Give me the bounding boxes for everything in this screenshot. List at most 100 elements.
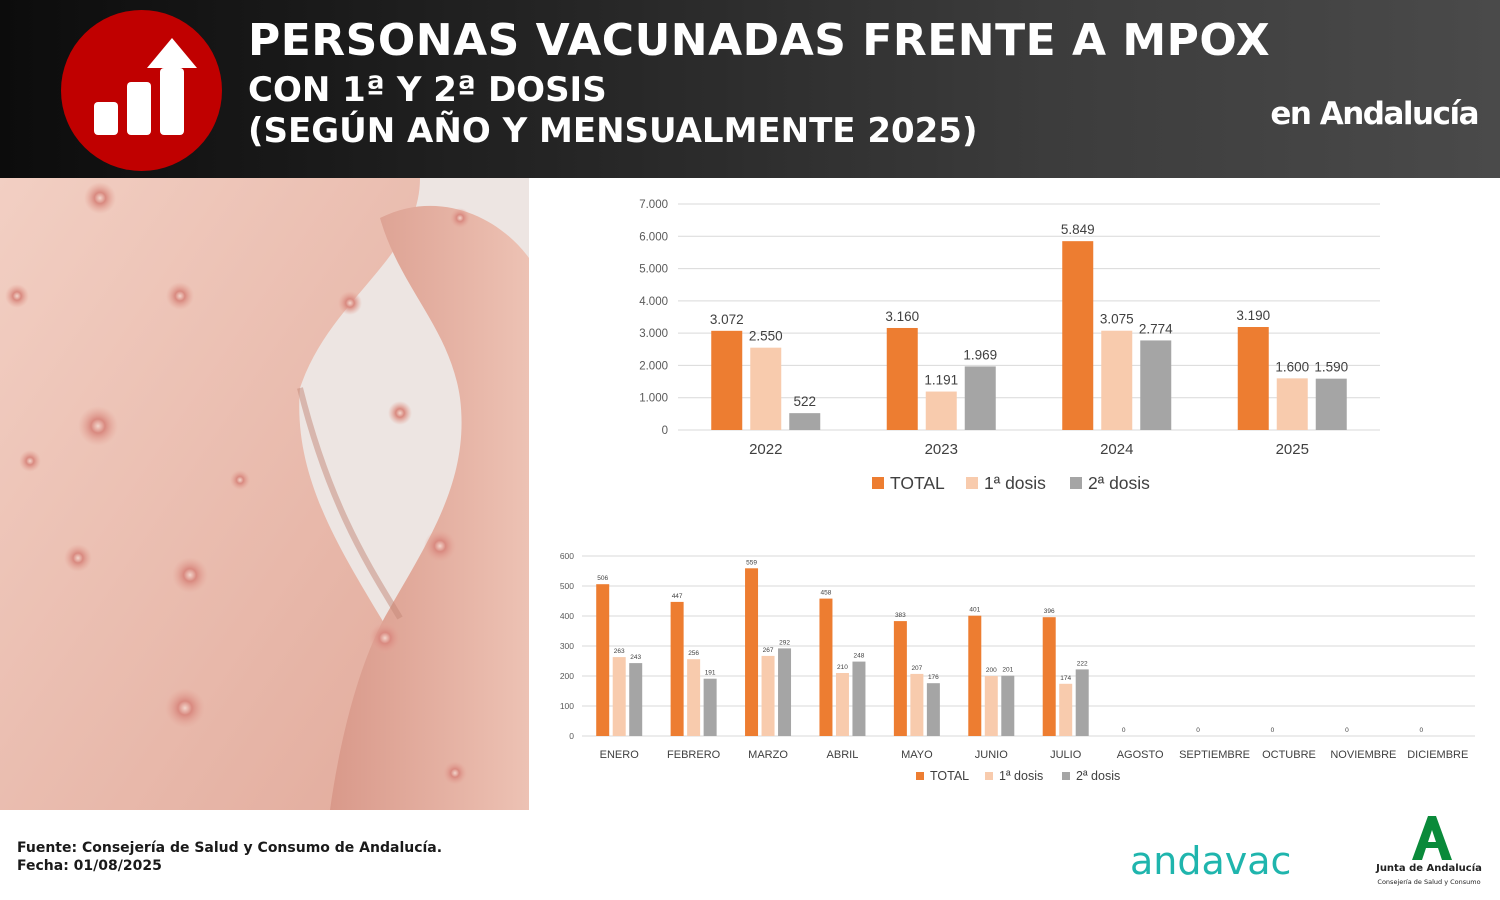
bar <box>1062 241 1094 430</box>
bar <box>703 678 717 736</box>
y-tick-label: 6.000 <box>639 231 668 243</box>
bar <box>778 648 792 736</box>
data-label: 401 <box>969 607 980 614</box>
andavac-logo: andavac <box>1128 836 1313 886</box>
y-tick-label: 0 <box>662 425 668 437</box>
data-label: 256 <box>688 650 699 657</box>
data-label: 3.190 <box>1236 308 1270 323</box>
mpox-skin-photo <box>0 178 529 810</box>
legend-swatch <box>916 772 924 780</box>
x-category-label: 2022 <box>749 441 782 458</box>
x-category-label: DICIEMBRE <box>1407 749 1468 761</box>
y-tick-label: 600 <box>560 551 574 561</box>
monthly-vaccination-chart: 0 100 200 300 400 500 600 506 263 243 ENERO 447 256 1… <box>560 551 1475 783</box>
andavac-logo-text: andavac <box>1130 839 1291 883</box>
x-category-label: 2025 <box>1276 441 1309 458</box>
data-label: 0 <box>1419 727 1423 734</box>
data-label: 0 <box>1122 727 1126 734</box>
data-label: 3.160 <box>885 309 919 324</box>
source-note: Fuente: Consejería de Salud y Consumo de… <box>17 839 442 875</box>
data-label: 1.600 <box>1275 359 1309 374</box>
x-category-label: FEBRERO <box>667 749 721 761</box>
bar <box>1001 675 1015 736</box>
x-category-label: MAYO <box>901 749 933 761</box>
bar <box>1101 330 1133 430</box>
data-label: 2.550 <box>749 329 783 344</box>
bar <box>835 673 849 736</box>
annual-vaccination-chart: 0 1.000 2.000 3.000 4.000 5.000 6.000 7.000 3.07… <box>639 199 1380 493</box>
data-label: 267 <box>763 647 774 654</box>
data-label: 200 <box>986 667 997 674</box>
title-line-2: CON 1ª Y 2ª DOSIS <box>248 70 607 110</box>
y-tick-label: 300 <box>560 641 574 651</box>
bar <box>964 366 996 430</box>
legend-swatch <box>1070 477 1082 489</box>
data-label: 5.849 <box>1061 222 1095 237</box>
data-label: 559 <box>746 559 757 566</box>
data-label: 3.072 <box>710 312 744 327</box>
data-label: 201 <box>1002 667 1013 674</box>
data-label: 447 <box>672 593 683 600</box>
data-label: 263 <box>614 648 625 655</box>
bar <box>1315 378 1347 430</box>
y-tick-label: 3.000 <box>639 328 668 340</box>
data-label: 1.969 <box>963 347 997 362</box>
data-label: 210 <box>837 664 848 671</box>
legend-swatch <box>985 772 993 780</box>
x-category-label: MARZO <box>748 749 788 761</box>
title-line-3: (SEGÚN AÑO Y MENSUALMENTE 2025) <box>248 111 978 151</box>
bar <box>1042 617 1056 736</box>
x-category-label: AGOSTO <box>1117 749 1164 761</box>
y-tick-label: 400 <box>560 611 574 621</box>
bar <box>819 598 833 736</box>
y-tick-label: 1.000 <box>639 393 668 405</box>
data-label: 396 <box>1044 608 1055 615</box>
data-label: 0 <box>1345 727 1349 734</box>
page-title: PERSONAS VACUNADAS FRENTE A MPOX CON 1ª … <box>248 12 1270 152</box>
bar <box>670 601 684 736</box>
bar <box>1059 683 1073 736</box>
x-category-label: NOVIEMBRE <box>1330 749 1396 761</box>
legend-label: 2ª dosis <box>1088 473 1150 493</box>
bar <box>612 657 626 736</box>
y-tick-label: 5.000 <box>639 264 668 276</box>
legend-swatch <box>1062 772 1070 780</box>
bar <box>629 663 643 736</box>
junta-department: Consejería de Salud y Consumo <box>1377 878 1481 886</box>
bar <box>984 676 998 736</box>
data-label: 292 <box>779 639 790 646</box>
title-line-1: PERSONAS VACUNADAS FRENTE A MPOX <box>248 15 1271 66</box>
junta-andalucia-logo: Junta de Andalucía Consejería de Salud y… <box>1370 812 1488 892</box>
bar <box>910 673 924 736</box>
data-label: 458 <box>821 590 832 597</box>
bar <box>745 568 759 736</box>
y-tick-label: 4.000 <box>639 296 668 308</box>
data-label: 383 <box>895 612 906 619</box>
bar <box>789 413 821 430</box>
y-tick-label: 100 <box>560 701 574 711</box>
bar <box>711 330 743 430</box>
data-label: 506 <box>597 575 608 582</box>
data-label: 1.191 <box>924 373 958 388</box>
bar <box>1075 669 1089 736</box>
junta-name: Junta de Andalucía <box>1376 863 1482 874</box>
bar-chart-arrow-icon <box>61 10 222 171</box>
data-label: 0 <box>1196 727 1200 734</box>
y-tick-label: 7.000 <box>639 199 668 211</box>
data-label: 176 <box>928 674 939 681</box>
x-category-label: 2023 <box>925 441 958 458</box>
source-text: Fuente: Consejería de Salud y Consumo de… <box>17 840 443 856</box>
legend-swatch <box>872 477 884 489</box>
region-label: en Andalucía <box>1270 96 1479 132</box>
bar <box>1276 378 1308 430</box>
data-label: 191 <box>705 670 716 677</box>
bar <box>925 391 957 430</box>
legend-label: TOTAL <box>930 769 969 783</box>
bar <box>926 683 940 736</box>
data-label: 174 <box>1060 675 1071 682</box>
x-category-label: JUNIO <box>975 749 1008 761</box>
legend-label: 1ª dosis <box>999 769 1043 783</box>
data-label: 0 <box>1271 727 1275 734</box>
x-category-label: 2024 <box>1100 441 1133 458</box>
legend-swatch <box>966 477 978 489</box>
